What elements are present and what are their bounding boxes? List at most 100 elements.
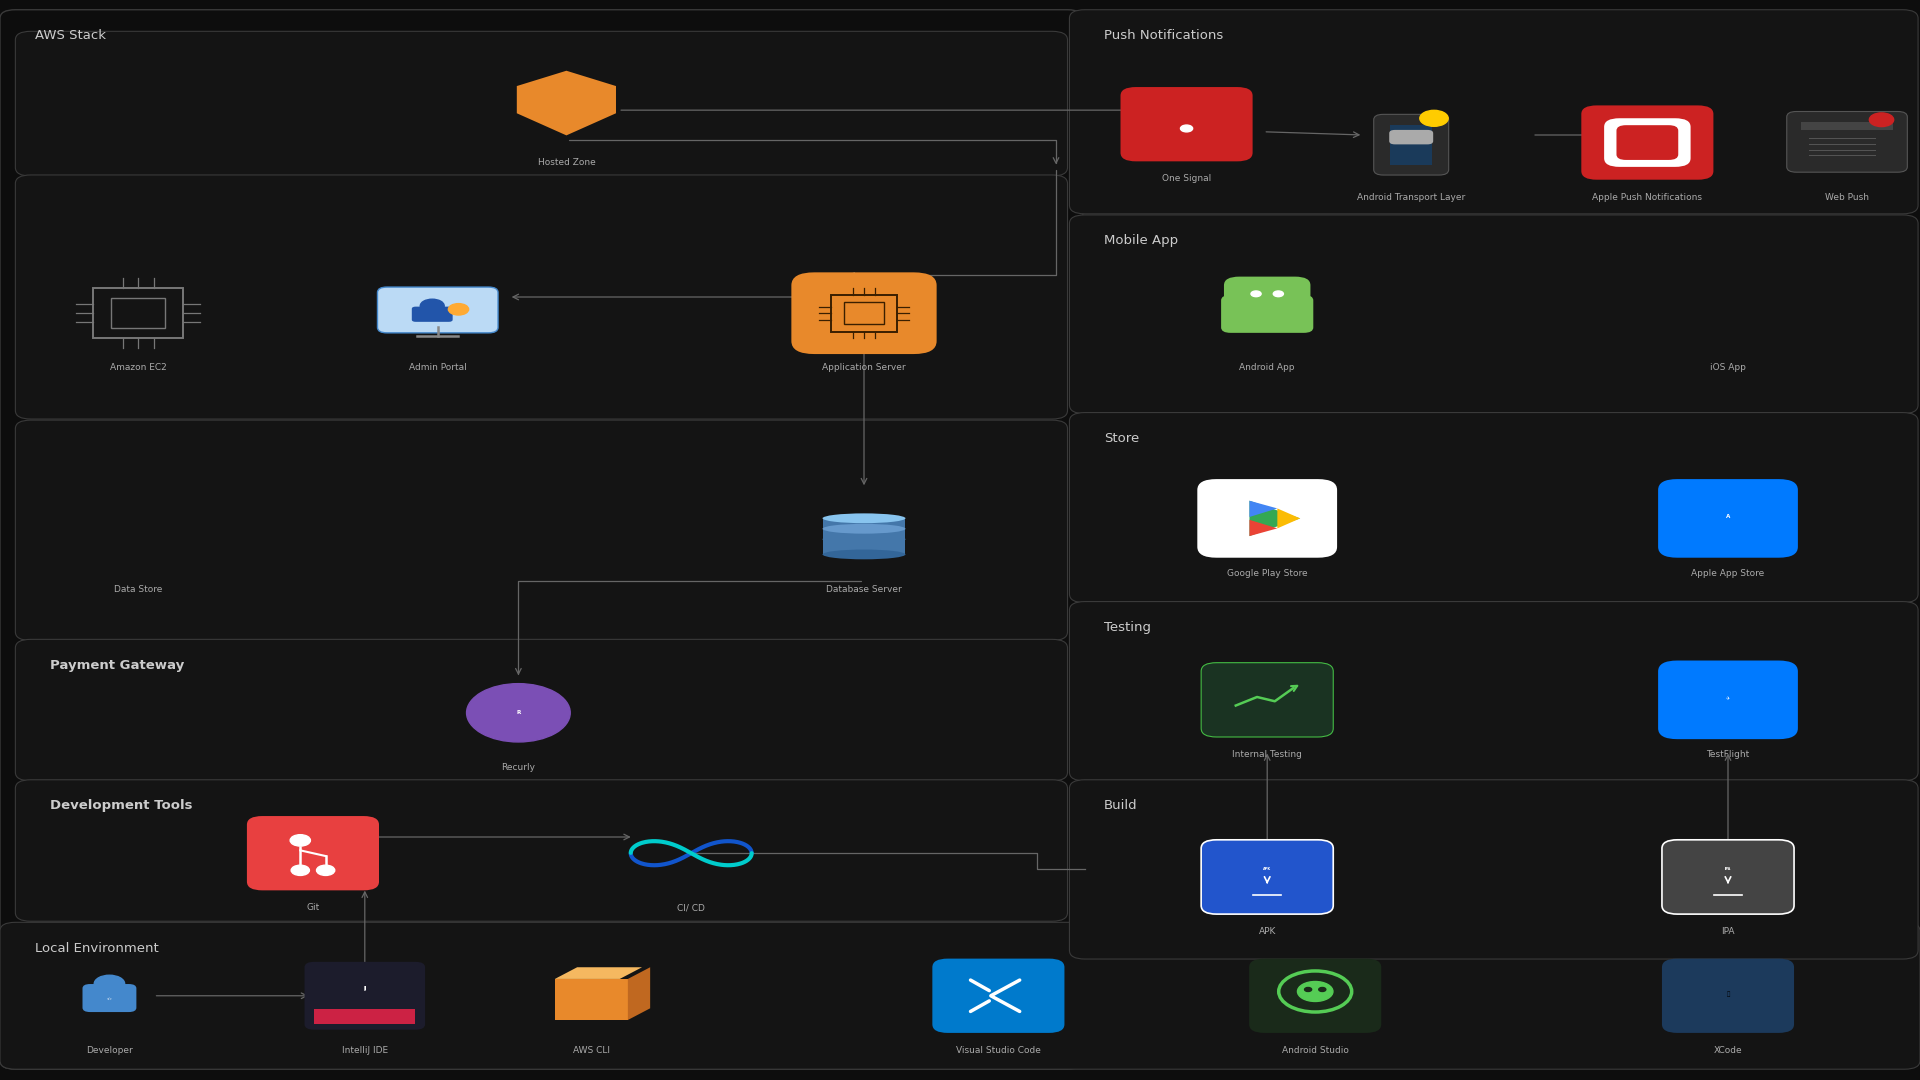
Text: Internal Testing: Internal Testing: [1233, 750, 1302, 759]
FancyBboxPatch shape: [15, 639, 1068, 781]
FancyBboxPatch shape: [1390, 125, 1432, 165]
Ellipse shape: [822, 535, 906, 544]
Polygon shape: [628, 968, 651, 1020]
FancyBboxPatch shape: [1069, 10, 1918, 214]
Text: Apple App Store: Apple App Store: [1692, 568, 1764, 578]
Text: Android App: Android App: [1240, 363, 1294, 373]
Text: Local Environment: Local Environment: [35, 942, 157, 955]
Polygon shape: [1250, 519, 1277, 536]
Polygon shape: [516, 71, 616, 135]
Polygon shape: [1250, 501, 1277, 517]
FancyBboxPatch shape: [0, 10, 1083, 1069]
Text: Admin Portal: Admin Portal: [409, 363, 467, 373]
Text: Development Tools: Development Tools: [50, 799, 192, 812]
Text: A: A: [1726, 514, 1730, 518]
FancyBboxPatch shape: [411, 307, 453, 322]
FancyBboxPatch shape: [791, 272, 937, 354]
FancyBboxPatch shape: [1603, 118, 1692, 167]
FancyBboxPatch shape: [378, 287, 497, 333]
Circle shape: [290, 835, 311, 846]
Circle shape: [317, 865, 334, 876]
Text: Amazon EC2: Amazon EC2: [109, 363, 167, 373]
FancyBboxPatch shape: [315, 1009, 415, 1024]
Text: Android Studio: Android Studio: [1283, 1045, 1348, 1055]
Text: Database Server: Database Server: [826, 585, 902, 594]
Circle shape: [420, 299, 444, 313]
Text: Recurly: Recurly: [501, 762, 536, 772]
Text: Hosted Zone: Hosted Zone: [538, 158, 595, 167]
FancyBboxPatch shape: [1373, 114, 1450, 175]
Text: ✈: ✈: [1726, 696, 1730, 701]
Ellipse shape: [822, 550, 906, 559]
FancyBboxPatch shape: [555, 978, 628, 1020]
Text: Developer: Developer: [86, 1045, 132, 1055]
FancyBboxPatch shape: [1069, 602, 1918, 781]
Text: Data Store: Data Store: [113, 585, 163, 594]
FancyBboxPatch shape: [1069, 215, 1918, 414]
Text: IJ: IJ: [363, 986, 367, 991]
FancyBboxPatch shape: [1198, 480, 1336, 557]
FancyBboxPatch shape: [1223, 276, 1311, 313]
Circle shape: [1870, 113, 1893, 126]
Text: Payment Gateway: Payment Gateway: [50, 659, 184, 672]
FancyBboxPatch shape: [305, 962, 424, 1029]
FancyBboxPatch shape: [15, 175, 1068, 419]
Circle shape: [1419, 110, 1448, 126]
Text: AWS Stack: AWS Stack: [35, 29, 106, 42]
FancyBboxPatch shape: [1202, 840, 1332, 914]
Text: Google Play Store: Google Play Store: [1227, 568, 1308, 578]
Ellipse shape: [822, 513, 906, 523]
Text: AWS CLI: AWS CLI: [572, 1045, 611, 1055]
Text: 🔨: 🔨: [1726, 991, 1730, 997]
Text: TestFlight: TestFlight: [1707, 750, 1749, 759]
Text: Testing: Testing: [1104, 621, 1150, 634]
FancyBboxPatch shape: [1659, 661, 1797, 739]
Text: One Signal: One Signal: [1162, 174, 1212, 184]
Circle shape: [1181, 125, 1192, 132]
Text: Push Notifications: Push Notifications: [1104, 29, 1223, 42]
FancyBboxPatch shape: [933, 959, 1064, 1032]
Text: CI/ CD: CI/ CD: [678, 903, 705, 913]
Text: Visual Studio Code: Visual Studio Code: [956, 1045, 1041, 1055]
Text: R: R: [516, 711, 520, 715]
FancyBboxPatch shape: [15, 420, 1068, 640]
Circle shape: [467, 684, 570, 742]
Circle shape: [1252, 291, 1261, 297]
Text: Build: Build: [1104, 799, 1139, 812]
Text: XCode: XCode: [1715, 1045, 1741, 1055]
Text: IPA: IPA: [1720, 927, 1736, 936]
Circle shape: [1273, 291, 1283, 297]
Circle shape: [1319, 987, 1327, 991]
FancyBboxPatch shape: [1788, 111, 1907, 172]
Circle shape: [449, 303, 468, 315]
Text: IntelliJ IDE: IntelliJ IDE: [342, 1045, 388, 1055]
Polygon shape: [1250, 501, 1300, 536]
FancyBboxPatch shape: [83, 984, 136, 1012]
FancyBboxPatch shape: [0, 922, 1920, 1069]
Circle shape: [1304, 987, 1311, 991]
Text: Apple Push Notifications: Apple Push Notifications: [1592, 192, 1703, 202]
FancyBboxPatch shape: [15, 31, 1068, 176]
FancyBboxPatch shape: [1663, 959, 1793, 1032]
FancyBboxPatch shape: [1659, 480, 1797, 557]
Text: Mobile App: Mobile App: [1104, 234, 1179, 247]
FancyBboxPatch shape: [1582, 106, 1713, 179]
Circle shape: [94, 975, 125, 993]
Text: Web Push: Web Push: [1826, 192, 1868, 202]
Polygon shape: [1277, 509, 1300, 528]
Text: Application Server: Application Server: [822, 363, 906, 373]
Text: Android Transport Layer: Android Transport Layer: [1357, 192, 1465, 202]
FancyBboxPatch shape: [1202, 663, 1332, 737]
FancyBboxPatch shape: [1069, 413, 1918, 603]
Text: Git: Git: [307, 903, 319, 913]
Circle shape: [292, 865, 309, 876]
Text: iOS App: iOS App: [1711, 363, 1745, 373]
Text: APK: APK: [1263, 867, 1271, 870]
Text: IPA: IPA: [1724, 867, 1732, 870]
FancyBboxPatch shape: [1121, 87, 1252, 161]
Text: APK: APK: [1258, 927, 1277, 936]
FancyBboxPatch shape: [1221, 295, 1313, 333]
Ellipse shape: [822, 524, 906, 534]
FancyBboxPatch shape: [822, 518, 906, 554]
FancyBboxPatch shape: [1069, 780, 1918, 959]
